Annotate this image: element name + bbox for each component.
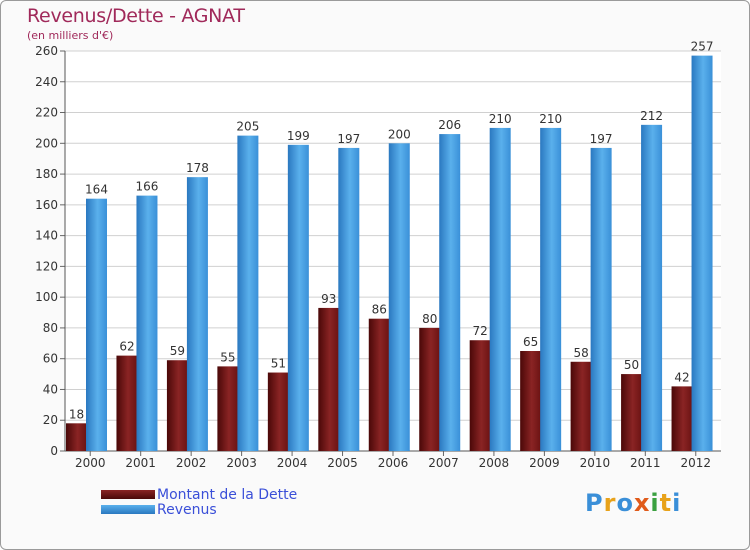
bar-revenus bbox=[590, 147, 612, 451]
legend-item-revenus: Revenus bbox=[101, 501, 297, 518]
y-tick-label: 120 bbox=[35, 259, 58, 273]
y-tick-label: 0 bbox=[50, 444, 58, 458]
y-tick-label: 200 bbox=[35, 136, 58, 150]
logo-letter: r bbox=[603, 489, 617, 517]
data-label-dette: 58 bbox=[573, 346, 588, 360]
x-tick-label: 2010 bbox=[580, 456, 611, 470]
logo-letter: i bbox=[672, 489, 682, 517]
data-label-revenus: 210 bbox=[489, 112, 512, 126]
data-label-revenus: 197 bbox=[337, 132, 360, 146]
logo-letter: P bbox=[585, 489, 604, 517]
bar-revenus bbox=[540, 127, 562, 451]
data-label-revenus: 212 bbox=[640, 109, 663, 123]
bar-dette bbox=[116, 355, 138, 451]
y-tick-label: 80 bbox=[43, 321, 58, 335]
x-tick-label: 2000 bbox=[75, 456, 106, 470]
x-tick-label: 2002 bbox=[176, 456, 207, 470]
logo-letter: o bbox=[616, 489, 634, 517]
bar-revenus bbox=[237, 135, 259, 451]
bar-dette bbox=[368, 318, 390, 451]
data-label-dette: 93 bbox=[321, 292, 336, 306]
x-tick-label: 2004 bbox=[277, 456, 308, 470]
data-label-dette: 65 bbox=[523, 335, 538, 349]
data-label-dette: 18 bbox=[69, 407, 84, 421]
x-tick-label: 2005 bbox=[327, 456, 358, 470]
data-label-revenus: 257 bbox=[691, 40, 714, 54]
bar-dette bbox=[621, 374, 643, 451]
bar-revenus bbox=[338, 147, 360, 451]
x-tick-label: 2001 bbox=[125, 456, 156, 470]
y-tick-label: 100 bbox=[35, 290, 58, 304]
bar-revenus bbox=[287, 144, 309, 451]
data-label-revenus: 197 bbox=[590, 132, 613, 146]
bar-revenus bbox=[86, 198, 107, 451]
data-label-revenus: 164 bbox=[85, 183, 108, 197]
bar-dette bbox=[419, 327, 441, 451]
y-tick-label: 140 bbox=[35, 229, 58, 243]
y-tick-label: 40 bbox=[43, 382, 58, 396]
data-label-revenus: 178 bbox=[186, 161, 209, 175]
data-label-revenus: 210 bbox=[539, 112, 562, 126]
data-label-revenus: 206 bbox=[438, 118, 461, 132]
bar-dette bbox=[217, 366, 239, 451]
y-tick-label: 180 bbox=[35, 167, 58, 181]
y-tick-label: 220 bbox=[35, 106, 58, 120]
bar-revenus bbox=[186, 177, 208, 451]
data-label-dette: 42 bbox=[674, 370, 689, 384]
bar-revenus bbox=[489, 127, 511, 451]
data-label-dette: 50 bbox=[624, 358, 639, 372]
x-tick-label: 2009 bbox=[529, 456, 560, 470]
legend-item-dette: Montant de la Dette bbox=[101, 486, 298, 503]
x-tick-label: 2003 bbox=[226, 456, 257, 470]
bar-dette bbox=[267, 372, 289, 451]
data-label-dette: 80 bbox=[422, 312, 437, 326]
bar-dette bbox=[570, 361, 592, 451]
bar-revenus bbox=[136, 195, 158, 451]
legend-swatch-dette bbox=[101, 490, 155, 499]
bar-revenus bbox=[691, 55, 713, 451]
bar-dette bbox=[66, 423, 87, 451]
chart-subtitle: (en milliers d'€) bbox=[27, 29, 114, 42]
data-label-revenus: 199 bbox=[287, 129, 310, 143]
data-label-dette: 62 bbox=[119, 340, 134, 354]
bar-dette bbox=[469, 340, 491, 451]
legend-label-dette: Montant de la Dette bbox=[157, 486, 298, 503]
logo-letter: t bbox=[659, 489, 673, 517]
bar-dette bbox=[520, 351, 542, 451]
x-tick-label: 2011 bbox=[630, 456, 661, 470]
bar-dette bbox=[671, 386, 693, 451]
data-label-dette: 55 bbox=[220, 350, 235, 364]
data-label-dette: 72 bbox=[473, 324, 488, 338]
chart-legend: Montant de la Dette Revenus bbox=[101, 486, 298, 518]
legend-swatch-revenus bbox=[101, 505, 155, 514]
chart-title: Revenus/Dette - AGNAT bbox=[27, 5, 245, 27]
y-tick-label: 60 bbox=[43, 352, 58, 366]
y-tick-label: 20 bbox=[43, 413, 58, 427]
data-label-dette: 59 bbox=[170, 344, 185, 358]
x-tick-label: 2008 bbox=[479, 456, 510, 470]
logo-letter: x bbox=[633, 489, 651, 517]
y-tick-label: 240 bbox=[35, 75, 58, 89]
bar-dette bbox=[166, 360, 188, 451]
proxiti-logo: Proxiti bbox=[585, 489, 681, 517]
bar-revenus bbox=[439, 134, 461, 452]
y-tick-label: 160 bbox=[35, 198, 58, 212]
data-label-revenus: 166 bbox=[136, 180, 159, 194]
data-label-revenus: 205 bbox=[236, 120, 259, 134]
x-tick-label: 2006 bbox=[378, 456, 409, 470]
data-label-dette: 86 bbox=[372, 303, 387, 317]
y-tick-label: 260 bbox=[35, 44, 58, 58]
bar-dette bbox=[318, 307, 340, 451]
legend-label-revenus: Revenus bbox=[157, 501, 217, 518]
logo-letter: i bbox=[650, 489, 660, 517]
data-label-dette: 51 bbox=[271, 357, 286, 371]
bar-revenus bbox=[641, 124, 663, 451]
data-label-revenus: 200 bbox=[388, 127, 411, 141]
x-tick-label: 2012 bbox=[680, 456, 711, 470]
x-tick-label: 2007 bbox=[428, 456, 459, 470]
bar-revenus bbox=[388, 143, 410, 452]
